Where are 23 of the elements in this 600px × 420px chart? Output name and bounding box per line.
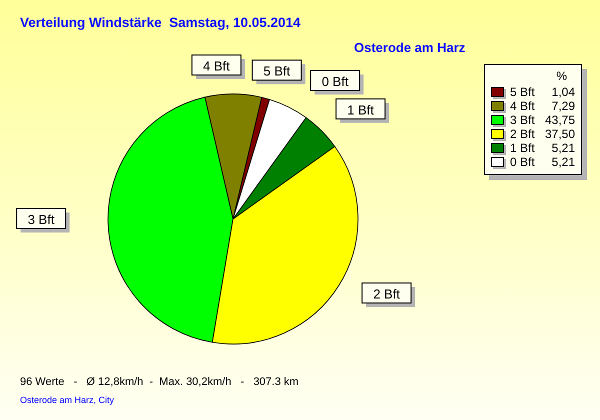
slice-label: 1 Bft [347,102,374,118]
chart-subtitle: Osterode am Harz [354,40,466,55]
data-label: 1,04 [550,85,575,99]
data-label: 7,29 [550,99,575,113]
legend-label: 3 Bft [510,113,536,127]
legend-label: 1 Bft [510,141,536,155]
text: Osterode am Harz, City [20,395,114,405]
legend-title: % [555,69,568,85]
slice-label: 0 Bft [322,74,349,90]
legend-label: 2 Bft [510,127,536,141]
legend-label: 4 Bft [510,99,536,113]
slice-label: 3 Bft [28,212,55,228]
data-label: 5,21 [550,155,575,169]
slice-label: 4 Bft [203,58,230,74]
slice-label: 2 Bft [373,286,400,302]
text: 96 Werte - Ø 12,8km/h - Max. 30,2km/h - 307.3 km [20,376,299,388]
data-label: 5,21 [550,141,575,155]
legend-label: 5 Bft [510,85,536,99]
data-label: 37,50 [544,127,575,141]
legend-label: 0 Bft [510,155,536,169]
chart-title: Verteilung Windstärke Samstag, 10.05.2014 [20,15,301,30]
slice-label: 5 Bft [263,64,291,79]
data-label: 43,75 [544,113,575,127]
